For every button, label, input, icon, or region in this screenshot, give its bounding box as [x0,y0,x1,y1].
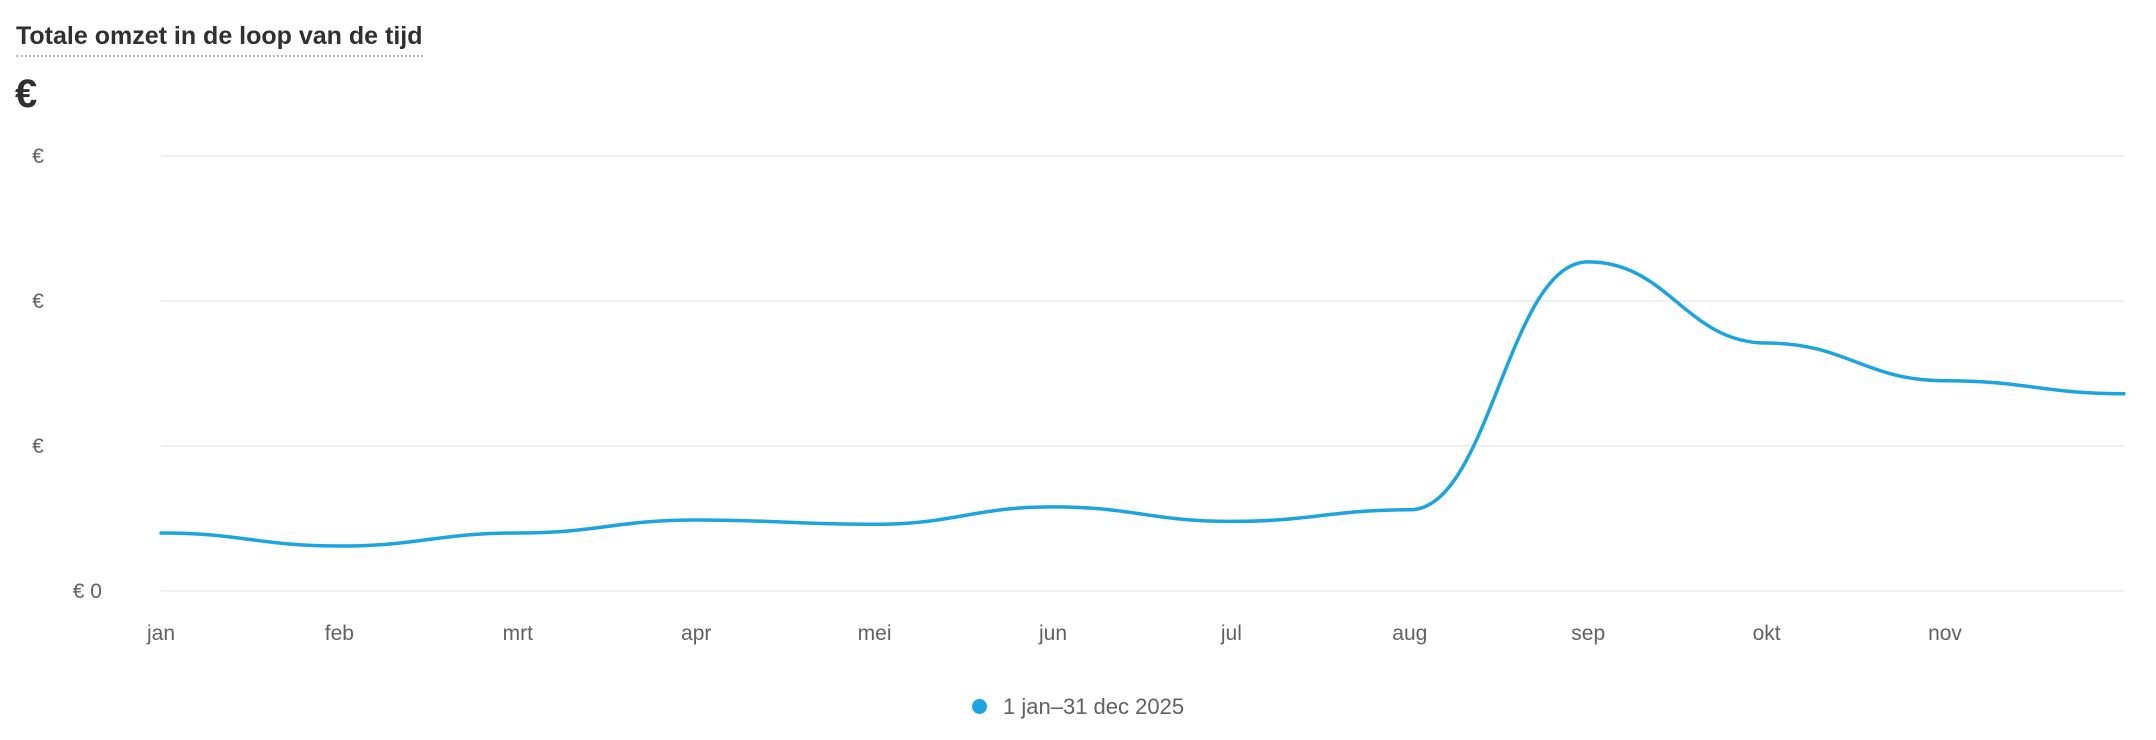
x-tick-label: apr [681,622,711,645]
y-tick-label: € [32,435,44,458]
y-tick-label: € [32,290,44,313]
series-line [159,260,2126,548]
chart-legend: 1 jan–31 dec 2025 [0,694,2156,720]
x-tick-label: jul [1220,622,1242,645]
x-tick-label: sep [1571,622,1605,645]
y-tick-label: € 0 [73,580,102,603]
total-value: € [15,72,38,116]
x-tick-label: mrt [503,622,533,645]
x-tick-label: jun [1038,622,1067,645]
legend-label[interactable]: 1 jan–31 dec 2025 [1003,694,1185,719]
x-tick-label: jan [146,622,175,645]
y-tick-label: € [32,145,44,168]
line-chart: € 0 € € € jan feb mrt apr mei jun jul aug sep okt nov [32,145,2126,645]
x-tick-label: okt [1753,622,1781,645]
x-tick-label: nov [1928,622,1962,645]
chart-title[interactable]: Totale omzet in de loop van de tijd [16,22,423,57]
legend-marker [971,698,987,714]
x-tick-label: aug [1392,622,1427,645]
x-tick-label: mei [858,622,892,645]
x-tick-label: feb [325,622,354,645]
